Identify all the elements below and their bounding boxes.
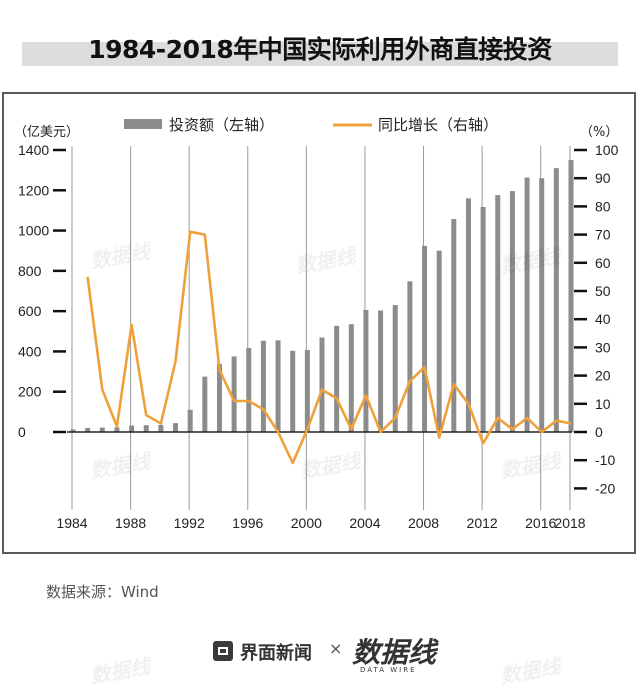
bar bbox=[465, 198, 471, 432]
bar bbox=[114, 427, 120, 432]
bar bbox=[363, 309, 369, 432]
x-tick-label: 2008 bbox=[408, 515, 439, 531]
legend-label-bar: 投资额（左轴） bbox=[169, 116, 274, 134]
bar bbox=[99, 427, 105, 432]
bar bbox=[216, 363, 222, 432]
x-tick-label: 2018 bbox=[554, 515, 585, 531]
x-tick-label: 1984 bbox=[56, 515, 87, 531]
right-axis-tick-label: 0 bbox=[595, 424, 603, 440]
x-tick-label: 1992 bbox=[174, 515, 205, 531]
data-source: 数据来源：Wind bbox=[46, 583, 159, 601]
bar bbox=[187, 409, 193, 432]
x-tick-label: 2004 bbox=[349, 515, 380, 531]
right-axis-tick-label: 70 bbox=[595, 227, 611, 243]
left-axis-tick-label: 400 bbox=[18, 343, 42, 359]
bar bbox=[495, 195, 501, 432]
bar bbox=[202, 376, 208, 432]
bar bbox=[129, 425, 135, 432]
bar bbox=[85, 427, 91, 432]
bar bbox=[173, 423, 179, 432]
right-axis-tick-label: 60 bbox=[595, 255, 611, 271]
bar bbox=[275, 340, 281, 432]
bar bbox=[260, 340, 266, 432]
bar bbox=[422, 245, 428, 432]
right-axis-tick-label: 90 bbox=[595, 170, 611, 186]
right-axis-tick-label: 30 bbox=[595, 339, 611, 355]
x-tick-label: 2000 bbox=[291, 515, 322, 531]
bar bbox=[319, 337, 325, 432]
right-axis-tick-label: 80 bbox=[595, 198, 611, 214]
brand-datawire-sub: DATA WIRE bbox=[360, 666, 417, 674]
right-axis-tick-label: 20 bbox=[595, 368, 611, 384]
bar bbox=[451, 219, 457, 432]
bar bbox=[392, 305, 398, 432]
left-axis-tick-label: 1400 bbox=[18, 142, 49, 158]
growth-line bbox=[86, 230, 572, 465]
bar bbox=[348, 324, 354, 432]
right-axis-tick-label: 100 bbox=[595, 142, 619, 158]
bar bbox=[480, 207, 486, 432]
bar bbox=[290, 350, 296, 432]
left-axis-tick-label: 200 bbox=[18, 384, 42, 400]
bar bbox=[231, 356, 237, 432]
right-axis-tick-label: -20 bbox=[595, 480, 615, 496]
bar bbox=[509, 191, 515, 432]
bar bbox=[407, 281, 413, 432]
left-axis-unit: （亿美元） bbox=[14, 125, 79, 140]
brand-datawire-logo: 数据线 bbox=[352, 636, 437, 669]
left-axis-tick-label: 1000 bbox=[18, 223, 49, 239]
left-axis-tick-label: 1200 bbox=[18, 182, 49, 198]
left-axis-tick-label: 0 bbox=[18, 424, 26, 440]
x-tick-label: 2012 bbox=[467, 515, 498, 531]
bar bbox=[378, 310, 384, 432]
right-axis-tick-label: 10 bbox=[595, 396, 611, 412]
bar bbox=[553, 168, 559, 432]
right-axis-tick-label: -10 bbox=[595, 452, 615, 468]
bar bbox=[158, 424, 164, 432]
brand-separator: × bbox=[329, 639, 343, 658]
bar bbox=[524, 177, 530, 432]
footer: 界面新闻 × 数据线 DATA WIRE bbox=[0, 627, 640, 677]
bar bbox=[143, 425, 149, 432]
left-axis-tick-label: 800 bbox=[18, 263, 42, 279]
chart: 0 200 400 600 800 1000 1200 1400 -20 -10 0 10 20 30 40… bbox=[14, 116, 619, 531]
left-axis-tick-label: 600 bbox=[18, 303, 42, 319]
legend-swatch-bar bbox=[124, 119, 162, 129]
bar bbox=[304, 350, 310, 432]
bar bbox=[568, 160, 574, 433]
bar bbox=[334, 325, 340, 432]
bar bbox=[246, 348, 252, 432]
title-underline-bar bbox=[22, 42, 618, 66]
right-axis-tick-label: 50 bbox=[595, 283, 611, 299]
jiemian-logo-icon bbox=[213, 641, 233, 661]
right-axis-tick-label: 40 bbox=[595, 311, 611, 327]
bar bbox=[70, 429, 76, 432]
x-tick-label: 1996 bbox=[232, 515, 263, 531]
brand-jiemian: 界面新闻 bbox=[240, 643, 312, 664]
page-title: 1984-2018年中国实际利用外商直接投资 bbox=[88, 35, 552, 64]
legend-label-line: 同比增长（右轴） bbox=[378, 116, 498, 134]
x-tick-label: 2016 bbox=[525, 515, 556, 531]
right-axis-unit: （%） bbox=[580, 125, 618, 140]
x-tick-label: 1988 bbox=[115, 515, 146, 531]
chart-frame: 0 200 400 600 800 1000 1200 1400 -20 -10 0 10 20 30 40… bbox=[2, 92, 636, 554]
bar bbox=[539, 178, 545, 432]
bar bbox=[436, 250, 442, 432]
